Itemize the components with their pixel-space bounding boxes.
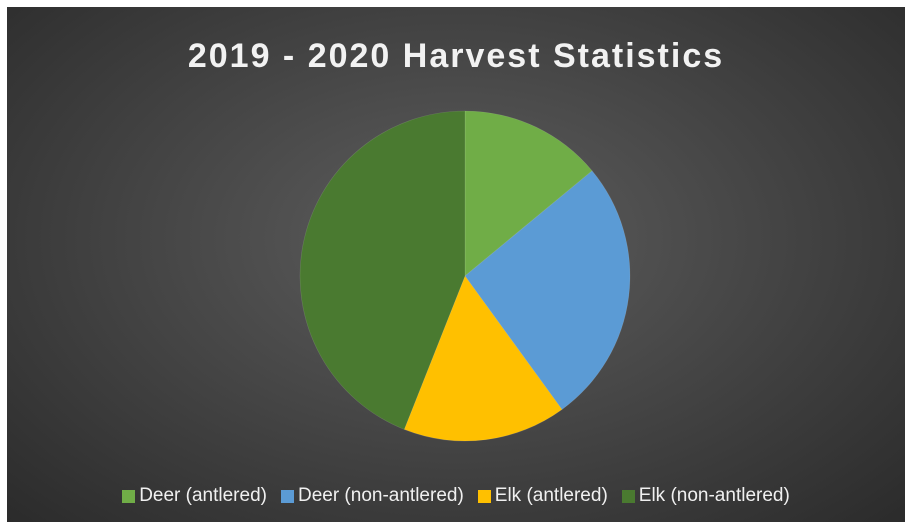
pie-chart [299, 110, 631, 442]
pie-slice-deer-non-antlered [464, 170, 631, 410]
chart-legend: Deer (antlered) Deer (non-antlered) Elk (a… [7, 485, 905, 507]
legend-label: Deer (non-antlered) [297, 485, 464, 506]
legend-label: Elk (antlered) [494, 485, 608, 506]
legend-item: Elk (antlered) [477, 485, 608, 507]
chart-title: 2019 - 2020 Harvest Statistics [187, 37, 725, 75]
pie-slice-elk-non-antlered [299, 110, 466, 430]
legend-label: Elk (non-antlered) [638, 485, 790, 506]
pie-slice-elk-antlered [403, 275, 563, 442]
legend-swatch [621, 489, 635, 503]
legend-swatch [477, 489, 491, 503]
legend-item: Deer (antlered) [122, 485, 267, 507]
legend-item: Deer (non-antlered) [280, 485, 464, 507]
chart-area: 2019 - 2020 Harvest Statistics Deer (ant… [7, 7, 905, 522]
legend-item: Elk (non-antlered) [621, 485, 790, 507]
pie-slice-deer-antlered [464, 110, 593, 277]
legend-swatch [280, 489, 294, 503]
legend-label: Deer (antlered) [139, 485, 267, 506]
legend-swatch [122, 489, 136, 503]
